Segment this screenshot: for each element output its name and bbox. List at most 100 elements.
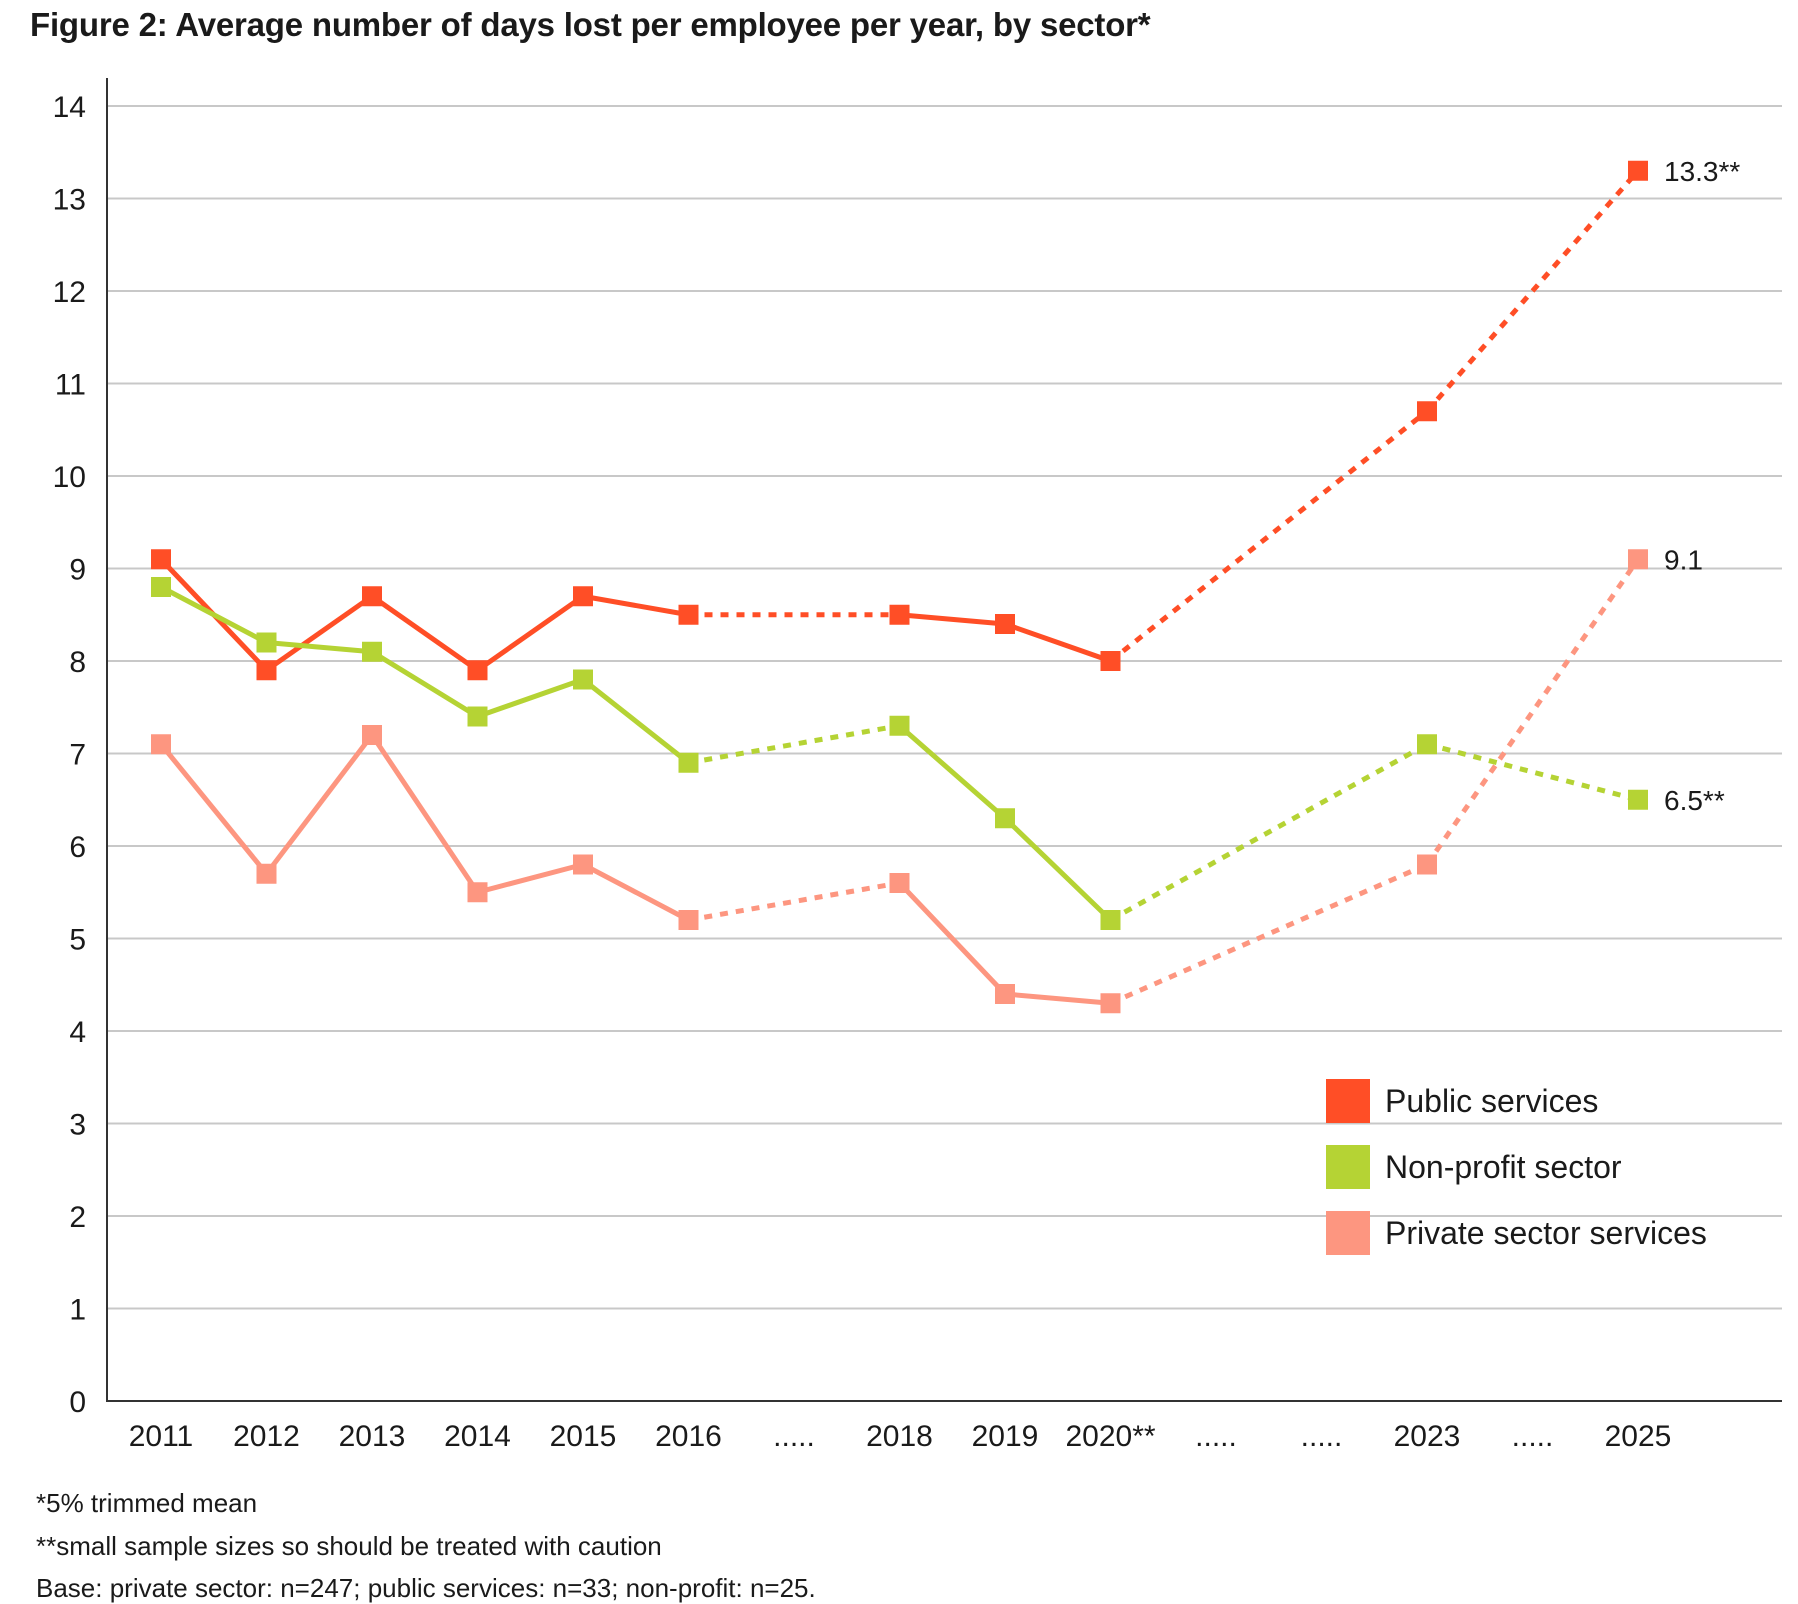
series-2-end-label: 9.1 [1664, 544, 1703, 575]
series-0-point-8 [995, 614, 1015, 634]
series-0-point-1 [256, 660, 277, 681]
series-2-segment-4-5 [581, 862, 690, 923]
x-tick-label-11: ..... [1301, 1420, 1343, 1453]
series-0-segment-9-12 [1108, 409, 1429, 663]
y-tick-label-13: 13 [53, 184, 86, 217]
series-2-point-12 [1417, 854, 1437, 875]
series-1-point-14 [1628, 789, 1648, 810]
series-1-point-9 [1100, 910, 1121, 930]
grid-lines [107, 105, 1782, 1310]
y-tick-label-8: 8 [69, 646, 86, 679]
series-1-point-7 [889, 715, 910, 736]
series-2-point-8 [995, 984, 1015, 1004]
series-0-point-5 [678, 604, 699, 625]
series-1-point-1 [256, 632, 277, 653]
series-0-point-4 [573, 586, 593, 607]
x-tick-label-5: 2016 [655, 1420, 722, 1453]
x-tick-label-8: 2019 [972, 1420, 1039, 1453]
series-0-point-12 [1417, 401, 1437, 422]
series-2-segment-1-2 [264, 733, 374, 876]
series-1-point-5 [678, 752, 699, 773]
series-1 [151, 577, 1648, 930]
y-tick-label-9: 9 [69, 554, 86, 587]
series-1-segment-9-12 [1109, 742, 1429, 923]
series [151, 160, 1648, 1014]
y-tick-label-11: 11 [55, 369, 86, 402]
series-1-point-0 [151, 577, 171, 597]
series-1-point-3 [467, 706, 488, 727]
y-tick-label-3: 3 [69, 1109, 86, 1142]
series-2-segment-5-7 [688, 880, 900, 923]
series-1-segment-12-14 [1426, 741, 1639, 803]
series-0-point-0 [151, 549, 171, 570]
series-1-segment-8-9 [1003, 816, 1113, 922]
series-1-segment-1-2 [266, 640, 373, 655]
series-1-point-8 [995, 808, 1015, 829]
series-2-segment-0-1 [159, 742, 269, 876]
legend-swatch-0 [1326, 1079, 1370, 1123]
series-2 [151, 549, 1648, 1014]
series-2-point-9 [1100, 993, 1121, 1014]
series-0-segment-1-2 [265, 594, 374, 673]
x-tick-label-3: 2014 [444, 1420, 511, 1453]
series-0-segment-3-4 [476, 594, 585, 673]
series-1-end-label: 6.5** [1664, 785, 1725, 816]
y-tick-label-10: 10 [53, 461, 86, 494]
series-2-point-0 [151, 734, 171, 755]
series-0-point-14 [1628, 160, 1648, 181]
y-tick-label-6: 6 [69, 831, 86, 864]
legend-label-2: Private sector services [1385, 1215, 1707, 1251]
legend-swatch-1 [1326, 1145, 1370, 1189]
footnote-trimmed-mean: *5% trimmed mean [36, 1488, 258, 1518]
series-2-point-5 [678, 910, 699, 930]
series-0-segment-2-3 [370, 594, 479, 673]
y-tick-label-5: 5 [69, 924, 86, 957]
y-tick-label-14: 14 [53, 91, 86, 124]
series-0-point-3 [467, 660, 488, 681]
footnote-base: Base: private sector: n=247; public serv… [36, 1573, 816, 1603]
series-2-point-1 [256, 863, 277, 884]
legend: Public services Non-profit sector Private … [1326, 1079, 1707, 1255]
x-tick-label-10: ..... [1195, 1420, 1237, 1453]
series-1-point-12 [1417, 734, 1437, 755]
chart-title: Figure 2: Average number of days lost pe… [30, 6, 1151, 43]
series-1-segment-5-7 [688, 723, 900, 766]
x-tick-label-13: ..... [1512, 1420, 1554, 1453]
series-1-segment-3-4 [476, 677, 584, 719]
x-tick-labels: 2011 2012 2013 2014 2015 2016..... 2018 2019 202… [129, 1420, 1672, 1453]
x-tick-label-1: 2012 [233, 1420, 300, 1453]
series-2-point-4 [573, 854, 593, 875]
y-tick-label-2: 2 [69, 1201, 86, 1234]
series-2-segment-2-3 [369, 733, 480, 894]
series-0-segment-4-5 [582, 593, 689, 618]
series-2-segment-8-9 [1004, 991, 1111, 1006]
series-1-point-4 [573, 669, 593, 690]
series-0 [151, 160, 1648, 681]
series-1-segment-0-1 [159, 584, 268, 645]
series-0-point-7 [889, 604, 910, 625]
data-labels: 13.3** 6.5** 9.1 [1664, 156, 1740, 816]
x-tick-label-9: 2020** [1065, 1420, 1155, 1453]
series-2-point-2 [362, 725, 382, 745]
legend-swatch-2 [1326, 1211, 1370, 1255]
x-tick-label-6: ..... [773, 1420, 815, 1453]
x-tick-label-4: 2015 [550, 1420, 617, 1453]
series-1-point-2 [362, 641, 382, 662]
series-2-point-3 [467, 882, 488, 903]
series-2-segment-12-14 [1424, 557, 1641, 866]
series-2-segment-3-4 [476, 862, 584, 895]
x-tick-label-2: 2013 [339, 1420, 406, 1453]
series-0-end-label: 13.3** [1664, 156, 1740, 187]
series-1-segment-2-3 [370, 649, 479, 719]
footnote-small-sample: **small sample sizes so should be treate… [36, 1531, 662, 1561]
y-tick-label-12: 12 [53, 276, 86, 309]
legend-label-0: Public services [1385, 1083, 1598, 1119]
series-1-segment-4-5 [581, 677, 691, 765]
series-1-segment-7-8 [897, 723, 1007, 821]
y-tick-label-4: 4 [69, 1016, 86, 1049]
series-0-point-9 [1100, 651, 1121, 671]
legend-label-1: Non-profit sector [1385, 1149, 1622, 1185]
y-tick-label-1: 1 [69, 1294, 86, 1327]
series-0-segment-8-9 [1004, 621, 1112, 664]
